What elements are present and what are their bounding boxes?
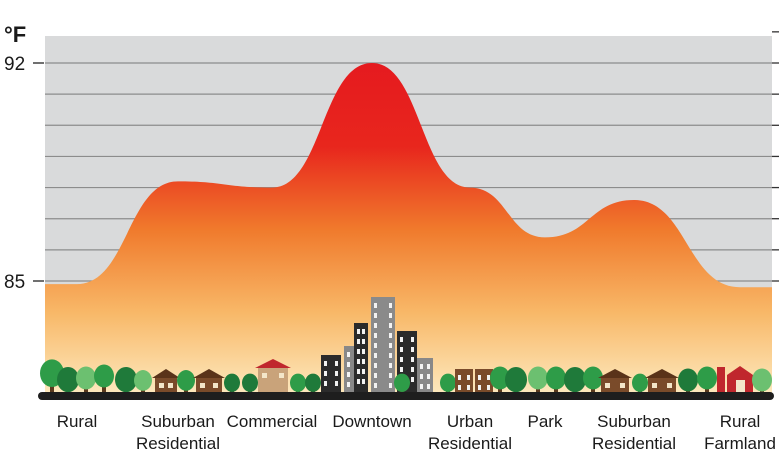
temperature-area <box>45 63 772 396</box>
category-label: Rural <box>57 412 98 431</box>
tree-icon <box>678 368 698 392</box>
house-icon <box>255 359 291 392</box>
tree-icon <box>242 373 258 392</box>
tree-icon <box>394 373 410 392</box>
tree-icon <box>115 366 137 393</box>
house-icon <box>193 369 225 392</box>
tree-icon <box>564 366 586 393</box>
tree-icon <box>752 368 772 392</box>
house-icon <box>152 369 180 392</box>
building-icon <box>321 355 341 392</box>
category-label: Urban Residential <box>428 412 512 453</box>
tree-icon <box>94 364 114 392</box>
category-labels: Rural Suburban Residential Commercial Downto… <box>57 412 776 453</box>
tree-icon <box>440 373 456 392</box>
right-axis-ticks <box>772 31 779 282</box>
building-icon <box>371 297 395 392</box>
category-label: Suburban Residential <box>136 412 220 453</box>
building-icon <box>417 358 433 392</box>
category-label: Suburban Residential <box>592 412 676 453</box>
house-icon <box>598 369 632 392</box>
tree-icon <box>505 366 527 393</box>
ground-line <box>38 392 774 400</box>
category-label: Commercial <box>227 412 318 431</box>
category-label: Park <box>528 412 563 431</box>
tree-icon <box>546 366 566 392</box>
tree-icon <box>177 370 195 392</box>
tree-icon <box>583 366 603 392</box>
tree-icon <box>490 366 510 392</box>
tree-icon <box>76 366 96 392</box>
y-tick-label: 85 <box>4 272 25 293</box>
y-axis-unit: °F <box>4 22 26 47</box>
tree-icon <box>697 366 717 392</box>
category-label: Rural Farmland <box>704 412 776 453</box>
scenery <box>40 297 772 393</box>
tree-icon <box>134 370 152 392</box>
tree-icon <box>224 373 240 392</box>
building-icon <box>475 369 493 392</box>
tree-icon <box>290 373 306 392</box>
y-tick-label: 92 <box>4 54 25 75</box>
tree-icon <box>528 366 548 392</box>
house-icon <box>645 369 679 392</box>
building-icon <box>354 323 368 392</box>
y-axis: 85 92 <box>4 54 44 293</box>
tree-icon <box>632 373 648 392</box>
category-label: Downtown <box>332 412 411 431</box>
tree-icon <box>305 373 321 392</box>
barn-icon <box>717 366 753 392</box>
tree-icon <box>57 366 79 393</box>
building-icon <box>455 369 473 392</box>
